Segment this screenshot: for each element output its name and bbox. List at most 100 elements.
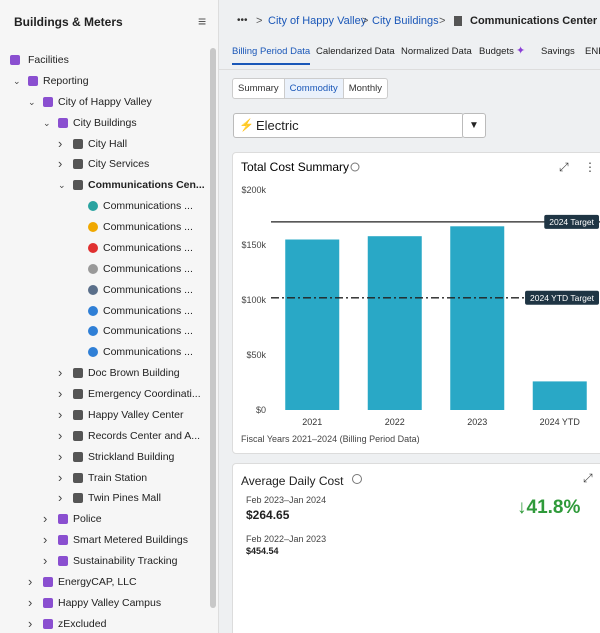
node-icon	[73, 159, 83, 170]
expand-icon[interactable]: ⤢	[558, 160, 569, 174]
tab[interactable]: Savings	[541, 46, 575, 57]
expand-arrow[interactable]: ›	[43, 532, 48, 548]
info-icon[interactable]	[352, 474, 362, 484]
more[interactable]: •••	[237, 15, 248, 26]
expand-arrow[interactable]: ›	[28, 615, 33, 631]
sidebar-title: Buildings & Meters	[14, 15, 123, 29]
expand-arrow[interactable]: ›	[28, 594, 33, 610]
select-button[interactable]: ▼	[462, 113, 486, 138]
tree-row[interactable]: ⌄ City Buildings	[0, 113, 210, 133]
tab[interactable]: Calendarized Data	[316, 46, 395, 57]
bar	[532, 381, 587, 410]
expand-arrow[interactable]: ›	[43, 553, 48, 569]
crumb[interactable]: City of Happy Valley	[268, 15, 367, 27]
tree-row[interactable]: Communications ...	[0, 342, 210, 362]
tree-row[interactable]: › Train Station	[0, 468, 210, 488]
tree-row[interactable]: › Twin Pines Mall	[0, 488, 210, 508]
meter-icon	[88, 305, 98, 316]
y-tick-label: $200k	[241, 185, 266, 195]
tree-label: City of Happy Valley	[58, 95, 152, 108]
chart-card: Total Cost Summary ⤢ ⋮ Fiscal Years 2021…	[232, 152, 600, 454]
node-icon	[73, 389, 83, 400]
tab[interactable]: Budgets	[479, 46, 514, 57]
tree-row[interactable]: › Doc Brown Building	[0, 363, 210, 383]
tree-row[interactable]: › Records Center and A...	[0, 426, 210, 446]
tree-row[interactable]: › zExcluded	[0, 614, 210, 633]
tree-label: Communications Cen...	[88, 179, 205, 192]
tree-row[interactable]: ⌄ Communications Cen...	[0, 175, 210, 195]
expand-arrow[interactable]: ⌄	[43, 117, 51, 128]
expand-icon[interactable]: ⤢	[583, 471, 593, 485]
tree-row[interactable]: ⌄ City of Happy Valley	[0, 92, 210, 112]
tree-row[interactable]: › Emergency Coordinati...	[0, 384, 210, 404]
tree-row[interactable]: › Happy Valley Center	[0, 405, 210, 425]
expand-arrow[interactable]: ›	[43, 511, 48, 527]
expand-arrow[interactable]: ›	[58, 156, 63, 172]
expand-arrow[interactable]: ›	[58, 427, 63, 443]
tree-row[interactable]: Communications ...	[0, 280, 210, 300]
node-icon	[43, 597, 53, 608]
subtab[interactable]: Commodity	[283, 79, 343, 98]
tab[interactable]: ENE	[585, 46, 600, 57]
tree-row[interactable]: › City Services	[0, 154, 210, 174]
crumb[interactable]: City Buildings	[372, 15, 439, 27]
tree-row[interactable]: › EnergyCAP, LLC	[0, 572, 210, 592]
chart-title: Total Cost Summary	[241, 160, 349, 174]
menu-button[interactable]: ≡	[198, 13, 207, 29]
tree-label: Smart Metered Buildings	[73, 534, 188, 547]
current-value: $264.65	[246, 508, 290, 522]
select-value: Electric	[256, 118, 299, 133]
expand-arrow[interactable]: ⌄	[58, 180, 66, 191]
scrollbar[interactable]	[210, 48, 216, 608]
x-tick-label: 2024 YTD	[540, 417, 581, 427]
tree-row[interactable]: Communications ...	[0, 259, 210, 279]
tree-row[interactable]: › Happy Valley Campus	[0, 593, 210, 613]
expand-arrow[interactable]: ›	[58, 406, 63, 422]
expand-arrow[interactable]: ›	[58, 469, 63, 485]
bar	[285, 239, 340, 410]
tree-row[interactable]: Facilities	[0, 50, 210, 70]
node-icon	[58, 535, 68, 546]
subtab[interactable]: Monthly	[342, 79, 387, 98]
tree-row[interactable]: Communications ...	[0, 217, 210, 237]
tree-row[interactable]: › City Hall	[0, 134, 210, 154]
meter-icon	[88, 222, 98, 233]
meter-icon	[88, 284, 98, 295]
tree-row[interactable]: Communications ...	[0, 321, 210, 341]
tree-label: Communications ...	[103, 283, 193, 296]
sep: >	[439, 15, 446, 27]
info-icon[interactable]	[350, 162, 360, 172]
node-icon	[58, 556, 68, 567]
tab[interactable]: Billing Period Data	[232, 46, 311, 65]
tree-row[interactable]: ⌄ Reporting	[0, 71, 210, 91]
expand-arrow[interactable]: ›	[58, 386, 63, 402]
expand-arrow[interactable]: ›	[58, 490, 63, 506]
tree-row[interactable]: › Strickland Building	[0, 447, 210, 467]
tree-label: City Hall	[88, 137, 128, 150]
expand-arrow[interactable]: ›	[28, 574, 33, 589]
tree-row[interactable]: › Police	[0, 509, 210, 529]
chart: Total Cost Summary ⤢ ⋮ Fiscal Years 2021…	[241, 160, 600, 444]
commodity-select[interactable]: ⚡ Electric	[233, 113, 464, 138]
expand-arrow[interactable]: ›	[58, 365, 63, 381]
tree-row[interactable]: › Sustainability Tracking	[0, 551, 210, 571]
expand-arrow[interactable]: ⌄	[28, 96, 36, 107]
expand-arrow[interactable]: ›	[58, 135, 63, 151]
tree-row[interactable]: › Smart Metered Buildings	[0, 530, 210, 550]
tree-row[interactable]: Communications ...	[0, 196, 210, 216]
sep: >	[256, 15, 263, 27]
tab[interactable]: Normalized Data	[401, 46, 472, 57]
reference-label: 2024 YTD Target	[530, 293, 595, 303]
x-tick-label: 2021	[302, 417, 322, 427]
menu-icon[interactable]: ⋮	[584, 160, 596, 174]
tree-row[interactable]: Communications ...	[0, 238, 210, 258]
tree-row[interactable]: Communications ...	[0, 301, 210, 321]
previous-period: Feb 2022–Jan 2023	[246, 534, 327, 544]
expand-arrow[interactable]: ⌄	[13, 75, 21, 86]
subtab[interactable]: Summary	[238, 83, 279, 94]
tree-label: Records Center and A...	[88, 429, 201, 442]
expand-arrow[interactable]: ›	[58, 448, 63, 464]
tree-label: Happy Valley Center	[88, 408, 184, 421]
tree-label: Strickland Building	[88, 450, 175, 463]
current-period: Feb 2023–Jan 2024	[246, 495, 327, 505]
